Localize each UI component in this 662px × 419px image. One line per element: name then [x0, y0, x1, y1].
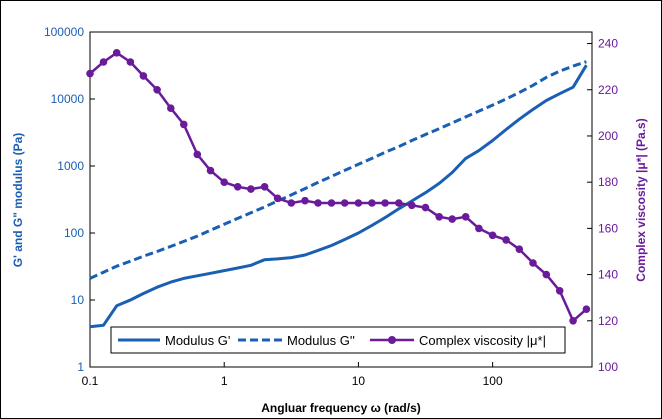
- series-line-2: [89, 51, 588, 323]
- series-2-point-12: [247, 185, 255, 193]
- series-2-point-14: [273, 194, 282, 203]
- y-tick-label-5: 100000: [44, 25, 84, 39]
- y2-tick-label-1: 120: [598, 314, 618, 328]
- series-2-point-25: [421, 203, 430, 212]
- series-2-point-2: [112, 49, 121, 57]
- series-2-point-15: [287, 199, 296, 207]
- y-axis-right-ticks: 100 120 140 160 180 200 220 240: [587, 37, 618, 374]
- series-2-point-26: [435, 213, 444, 221]
- series-2-point-8: [193, 150, 202, 159]
- y-tick-label-1: 10: [71, 293, 85, 307]
- series-2-point-34: [542, 270, 551, 279]
- series-2-point-20: [354, 199, 363, 207]
- x-tick-label-1: 1: [221, 374, 228, 388]
- series-2-point-30: [488, 231, 497, 240]
- series-2-point-37: [582, 305, 591, 314]
- legend-box: [110, 326, 566, 354]
- series-2-point-7: [180, 120, 188, 129]
- y2-tick-label-7: 240: [598, 37, 618, 51]
- plot-area: [89, 31, 593, 368]
- y-axis-left-ticks: 1 10 100 1000 10000 100000: [44, 25, 95, 374]
- series-2-point-18: [327, 199, 336, 207]
- y-axis-left-title: G' and G" modulus (Pa): [11, 133, 25, 268]
- series-layer: [86, 49, 591, 329]
- y-tick-label-3: 1000: [57, 159, 84, 173]
- series-2-point-33: [529, 259, 537, 267]
- series-2-point-4: [139, 72, 148, 80]
- series-2-point-23: [395, 199, 403, 207]
- y2-tick-label-6: 220: [598, 83, 618, 97]
- y2-tick-label-0: 100: [598, 360, 618, 374]
- legend-label-g-double: Modulus G'': [287, 333, 355, 348]
- y2-tick-label-5: 200: [598, 129, 618, 143]
- y-tick-label-0: 1: [77, 360, 84, 374]
- series-2-point-13: [260, 183, 269, 191]
- series-2-point-1: [99, 58, 108, 66]
- series-2-point-22: [381, 199, 389, 207]
- y-axis-right-title: Complex viscosity |μ*| (Pa.s): [634, 118, 648, 281]
- y2-tick-label-4: 180: [598, 175, 618, 189]
- series-2-point-3: [126, 58, 135, 66]
- series-2-point-36: [569, 317, 577, 325]
- series-2-point-5: [153, 86, 161, 94]
- x-tick-label-2: 10: [352, 374, 366, 388]
- series-2-point-27: [448, 215, 457, 223]
- series-2-point-28: [461, 213, 470, 221]
- series-2-point-21: [368, 199, 376, 207]
- legend-marker-viscosity: [388, 336, 396, 344]
- series-line-0: [89, 64, 588, 329]
- y2-tick-label-3: 160: [598, 221, 618, 235]
- series-2-point-11: [233, 183, 242, 191]
- series-line-1: [89, 60, 587, 280]
- legend-label-viscosity: Complex viscosity |μ*|: [419, 333, 546, 348]
- y-tick-label-2: 100: [64, 226, 84, 240]
- series-2-point-10: [220, 178, 228, 186]
- x-axis-ticks: 0.1 1 10 100: [82, 362, 503, 388]
- legend: Modulus G' Modulus G'' Complex viscosity…: [110, 326, 566, 354]
- y-tick-label-4: 10000: [51, 92, 85, 106]
- series-2-point-0: [86, 69, 94, 78]
- legend-label-g-prime: Modulus G': [165, 333, 230, 348]
- series-2-point-9: [206, 166, 215, 175]
- x-tick-label-0: 0.1: [82, 374, 99, 388]
- series-2-point-35: [555, 287, 564, 295]
- x-axis-title: Angluar frequency ω (rad/s): [261, 401, 421, 415]
- series-2-point-17: [314, 199, 322, 207]
- series-2-point-31: [502, 236, 510, 244]
- series-2-point-32: [515, 245, 524, 253]
- y2-tick-label-2: 140: [598, 268, 618, 282]
- series-2-point-16: [301, 196, 309, 205]
- series-2-point-24: [408, 201, 416, 210]
- series-2-point-6: [167, 104, 175, 112]
- series-2-point-29: [475, 224, 483, 233]
- x-tick-label-3: 100: [483, 374, 503, 388]
- series-2-point-19: [340, 199, 349, 207]
